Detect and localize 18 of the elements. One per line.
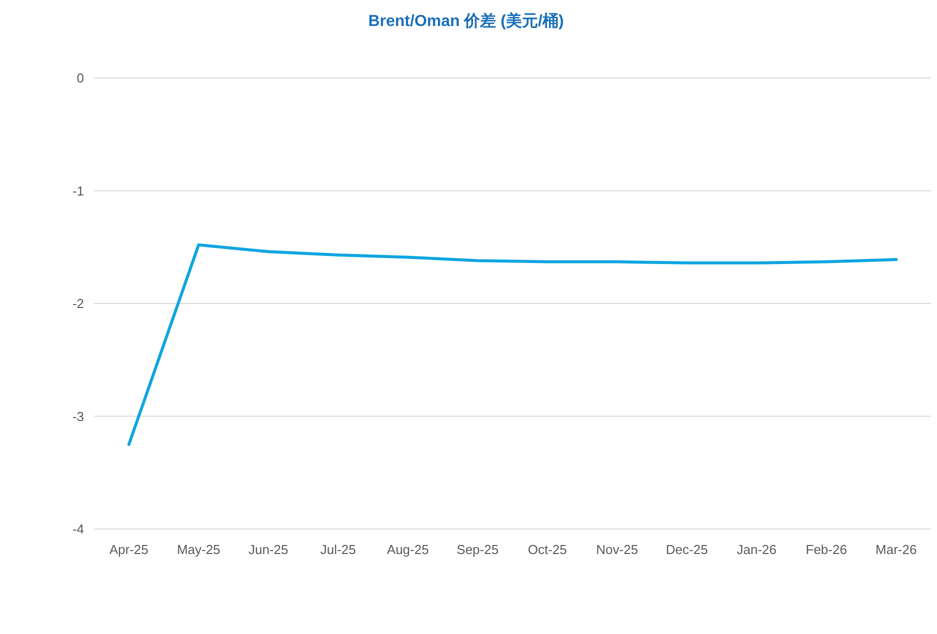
x-tick-label: May-25 (176, 542, 220, 557)
x-tick-label: Jun-25 (248, 542, 288, 557)
x-tick-label: Mar-26 (876, 542, 917, 557)
x-tick-label: Jul-25 (320, 542, 356, 557)
y-tick-label: 0 (76, 70, 84, 86)
title: Brent/Oman 价差 (美元/桶) (368, 13, 564, 30)
y-tick-label: -2 (72, 296, 84, 311)
y-tick-label: -3 (72, 408, 84, 424)
x-tick-label: Oct-25 (528, 542, 567, 557)
y-tick-label: -1 (72, 183, 84, 198)
x-tick-label: Apr-25 (109, 542, 148, 557)
x-tick-label: Sep-25 (456, 542, 499, 557)
x-tick-label: Nov-25 (596, 542, 638, 557)
y-tick-label: -4 (72, 522, 84, 536)
x-tick-label: Aug-25 (386, 542, 429, 557)
x-tick-label: Jan-26 (736, 542, 776, 557)
x-tick-label: Dec-25 (666, 542, 708, 557)
x-tick-label: Feb-26 (806, 542, 847, 557)
